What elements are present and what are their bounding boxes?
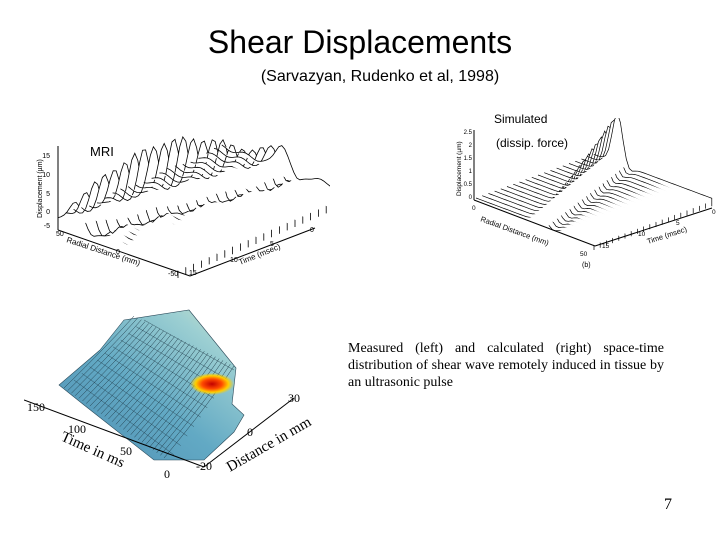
sim-x-tick: 0 — [472, 205, 476, 212]
surface-mesh-line — [78, 323, 149, 399]
surface-mesh-line — [93, 330, 164, 409]
dissip-force-label: (dissip. force) — [496, 136, 569, 150]
mri-x-tick: -50 — [168, 271, 178, 278]
mri-z-tick: 0 — [46, 209, 50, 216]
mri-label: MRI — [90, 144, 114, 159]
surface-time-tick: 100 — [68, 422, 86, 436]
surface-distance-tick: -20 — [196, 459, 212, 473]
surface-mesh-line — [97, 359, 195, 427]
surface-mesh-line — [137, 352, 209, 441]
surface-mesh-line — [89, 366, 188, 437]
sim-z-tick: 2 — [469, 143, 473, 149]
measured-surface — [58, 309, 245, 461]
surface-mesh-line — [156, 362, 227, 453]
page-number: 7 — [664, 496, 672, 513]
sim-z-tick: 2.5 — [464, 130, 473, 136]
surface-mesh-line — [100, 334, 172, 415]
surface-mesh-line — [134, 351, 205, 438]
surface-mesh-line — [89, 328, 161, 407]
mri-y-tick: 15 — [189, 270, 197, 277]
surface-mesh-line — [149, 358, 220, 448]
surface-distance-tick: 30 — [288, 391, 300, 405]
displacement-peak — [190, 373, 234, 395]
surface-mesh-line — [112, 346, 208, 408]
surface-mesh-line — [141, 354, 213, 443]
mri-x-axis — [57, 229, 191, 277]
mri-y-axis — [189, 227, 316, 277]
surface-mesh-line — [74, 321, 146, 396]
sim-y-tick: 0 — [712, 209, 716, 216]
sim-z-tick: 1.5 — [464, 156, 473, 162]
surface-mesh-line — [81, 373, 181, 446]
surface-time-tick: 50 — [120, 444, 132, 458]
surface-mesh-line — [160, 363, 231, 456]
mri-x-tick: 0 — [116, 249, 120, 256]
surface-mesh-line — [73, 379, 175, 456]
mri-z-tick: -5 — [44, 223, 50, 230]
mri-y-tick: 10 — [230, 257, 238, 264]
surface-mesh-line — [104, 353, 201, 418]
surface-mesh-line — [119, 343, 190, 428]
surface-time-tick: 150 — [27, 400, 45, 414]
mri-trace-lines — [57, 136, 330, 278]
sim-z-axis-label: Displacement (µm) — [456, 141, 463, 196]
surface-mesh-line — [63, 315, 135, 389]
surface-mesh-line — [143, 319, 235, 371]
mri-z-tick: 10 — [42, 172, 50, 179]
slide-subtitle: (Sarvazyan, Rudenko et al, 1998) — [260, 68, 500, 85]
surface-distance-tick: 0 — [247, 425, 253, 439]
sim-y-axis — [594, 207, 713, 247]
mri-y-tick: 5 — [270, 241, 274, 248]
surface-mesh-line — [115, 341, 187, 425]
simulated-label: Simulated — [494, 112, 548, 126]
simulated-waterfall-plot: 2.5 2 1.5 1 0.5 0 Displacement (µm) 0 50… — [456, 118, 716, 269]
surface-time-axis — [24, 399, 205, 468]
surface-mesh-line — [126, 347, 198, 433]
surface-time-tick: 0 — [164, 467, 170, 481]
surface-time-axis-label: Time in ms — [58, 429, 127, 471]
simulated-trace-lines — [475, 118, 713, 250]
surface-mesh-line — [86, 326, 157, 404]
surface-mesh-line — [82, 325, 153, 402]
surface-distance-axis — [203, 397, 295, 468]
mri-waterfall-plot: 15 10 5 0 -5 Displacement (µm) 50 0 -50 … — [37, 136, 330, 278]
surface-mesh-line — [123, 345, 194, 430]
surface-mesh-line — [136, 326, 228, 380]
surface-mesh-line — [145, 356, 216, 446]
sim-x-tick: 50 — [580, 251, 588, 258]
sim-x-axis — [473, 199, 596, 247]
sim-z-tick: 0.5 — [464, 182, 473, 188]
sim-y-tick: 5 — [676, 220, 680, 227]
surface-mesh-line — [104, 336, 175, 417]
slide-title: Shear Displacements — [207, 24, 513, 60]
sim-y-tick: 15 — [602, 243, 610, 250]
surface-mesh-line — [111, 339, 183, 422]
sim-y-tick: 10 — [638, 231, 646, 238]
surface-mesh-lines — [63, 315, 235, 459]
mri-z-tick: 15 — [42, 153, 50, 160]
simulated-trace — [593, 118, 713, 207]
surface-mesh-line — [130, 349, 201, 435]
surface-mesh-line — [108, 338, 179, 420]
mri-z-tick: 5 — [46, 191, 50, 198]
sim-panel-label: (b) — [582, 262, 591, 269]
measured-surface-plot: 150 100 50 0 -20 0 30 Time in ms Distanc… — [24, 309, 315, 481]
figure-caption: Measured (left) and calculated (right) s… — [348, 341, 664, 390]
surface-mesh-line — [97, 332, 168, 412]
mri-trace — [221, 144, 330, 201]
surface-mesh-line — [71, 319, 142, 394]
mri-y-axis-label: Time (msec) — [237, 242, 282, 267]
mri-z-axis-label: Displacement (µm) — [37, 159, 44, 218]
surface-mesh-line — [152, 360, 224, 451]
sim-z-tick: 1 — [469, 169, 473, 175]
sim-z-tick: 0 — [469, 195, 473, 201]
surface-mesh-line — [163, 365, 235, 459]
surface-mesh-line — [67, 317, 138, 391]
mri-y-tick: 0 — [310, 227, 314, 234]
mri-x-tick: 50 — [56, 231, 64, 238]
